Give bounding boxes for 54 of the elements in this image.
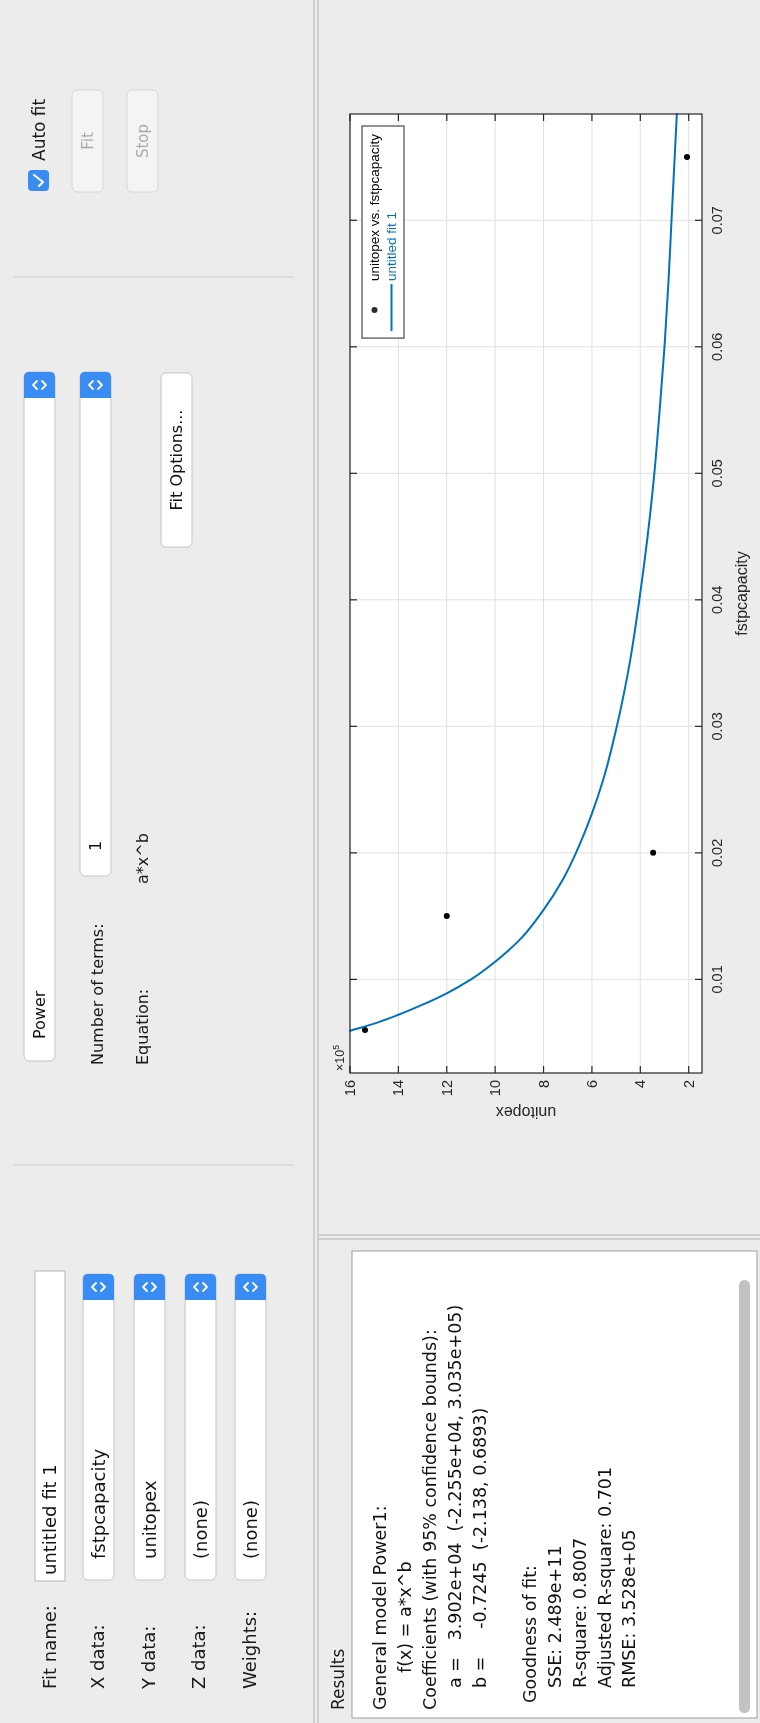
- text: fstpcapacity: [87, 1448, 109, 1559]
- x-tick-label: 6: [583, 1080, 600, 1089]
- text: Goodness of fit:: [520, 1565, 541, 1703]
- x-tick-label: 10: [487, 1080, 504, 1097]
- y-tick-label: 0.02: [709, 838, 725, 867]
- y-tick-label: 0.05: [709, 459, 725, 488]
- text: untitled fit 1: [384, 212, 400, 282]
- x-tick-label: 2: [680, 1080, 697, 1089]
- text: untitled fit 1: [39, 1464, 61, 1575]
- text: (none): [239, 1500, 261, 1559]
- point: [684, 154, 690, 161]
- text: Adjusted R-square: 0.701: [595, 1466, 616, 1688]
- x-tick-label: 4: [632, 1080, 649, 1089]
- text: Number of terms:: [87, 923, 107, 1065]
- text: RMSE: 3.528e+05: [619, 1529, 640, 1688]
- line-series: [349, 113, 678, 1032]
- text: Coefficients (with 95% confidence bounds):: [420, 1329, 441, 1710]
- text: General model Power1:: [370, 1505, 391, 1710]
- text: unitopex: [138, 1479, 160, 1559]
- text: Power: [30, 990, 50, 1039]
- text: X data:: [87, 1624, 109, 1689]
- text: Fit name:: [39, 1605, 61, 1689]
- point: [443, 913, 450, 920]
- text: a = 3.902e+04 (-2.255e+04, 3.035e+05): [445, 1304, 466, 1688]
- text: (none): [189, 1500, 211, 1559]
- y-tick-label: 0.03: [709, 712, 725, 741]
- text: R-square: 0.8007: [570, 1537, 591, 1688]
- x-tick-label: 12: [438, 1080, 455, 1097]
- text: unitopex vs. fstpcapacity: [367, 133, 383, 282]
- text: Y data:: [138, 1625, 160, 1690]
- text: Auto fit: [28, 98, 49, 161]
- x-tick-label: 8: [535, 1080, 552, 1089]
- text: a*x^b: [132, 833, 152, 884]
- text: Fit Options...: [167, 409, 187, 511]
- point: [650, 849, 657, 856]
- x-tick-label: 16: [342, 1080, 358, 1097]
- text: Stop: [133, 123, 152, 159]
- x-axis-title: unitopex: [495, 1104, 557, 1121]
- text: 1: [86, 840, 106, 851]
- y-tick-label: 0.01: [709, 965, 725, 994]
- x-tick-label: 14: [390, 1080, 407, 1097]
- y-tick-label: 0.06: [709, 332, 725, 361]
- text: Z data:: [188, 1624, 210, 1689]
- point: [362, 1026, 368, 1033]
- text: Fit: [78, 132, 97, 150]
- text: Equation:: [132, 988, 152, 1065]
- text: b = -0.7245 (-2.138, 0.6893): [470, 1407, 491, 1688]
- text: Weights:: [239, 1610, 261, 1689]
- y-axis-title: fstpcapacity: [733, 551, 750, 636]
- y-tick-label: 0.04: [709, 585, 725, 614]
- y-tick-label: 0.07: [709, 206, 725, 235]
- text: SSE: 2.489e+11: [545, 1545, 566, 1688]
- text: f(x) = a*x^b: [395, 1561, 416, 1673]
- text: Results: [328, 1648, 348, 1710]
